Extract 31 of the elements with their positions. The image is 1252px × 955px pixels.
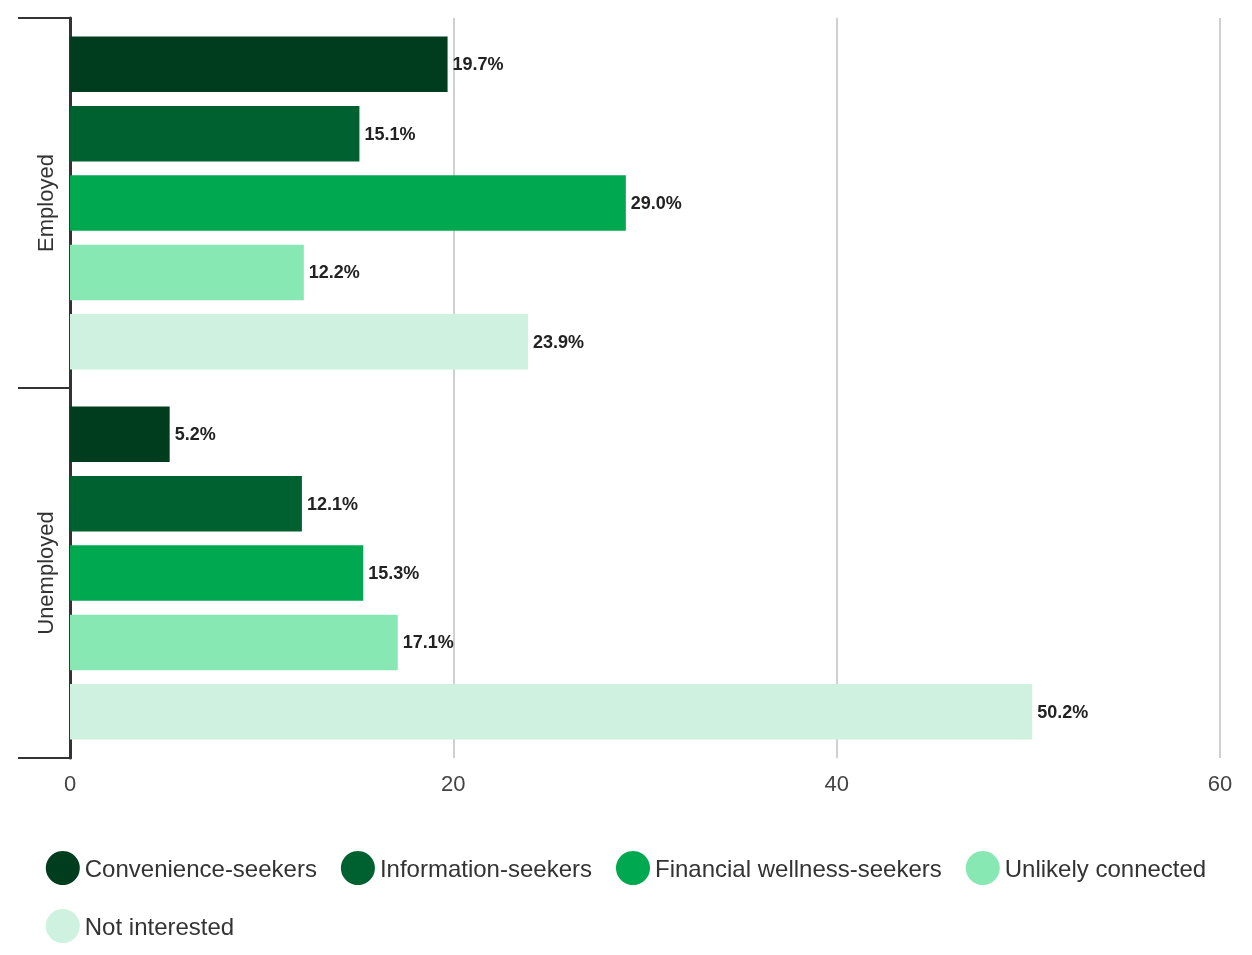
- bar: [70, 105, 360, 162]
- bar: [70, 684, 1033, 740]
- data-label: 12.2%: [308, 262, 360, 283]
- bar: [70, 314, 529, 370]
- legend-label: Information-seekers: [379, 854, 592, 882]
- bar: [70, 36, 448, 92]
- legend-label: Unlikely connected: [1004, 854, 1207, 882]
- data-label: 12.1%: [306, 493, 358, 514]
- y-tick-label: Employed: [32, 154, 58, 252]
- x-tick-label: 60: [1207, 770, 1233, 796]
- bar: [70, 475, 302, 532]
- data-label: 17.1%: [402, 632, 454, 653]
- bar: [70, 175, 626, 231]
- data-label: 15.1%: [364, 123, 416, 144]
- data-label: 50.2%: [1037, 701, 1089, 722]
- x-tick-label: 20: [441, 770, 466, 796]
- x-tick-label: 40: [824, 770, 849, 796]
- y-tick-label: Unemployed: [32, 511, 58, 635]
- bar: [70, 614, 398, 671]
- bar: [70, 545, 364, 601]
- legend-label: Financial wellness-seekers: [654, 854, 942, 882]
- bar: [70, 406, 170, 462]
- legend-label: Convenience-seekers: [84, 854, 317, 882]
- data-label: 19.7%: [452, 54, 504, 75]
- data-label: 5.2%: [174, 424, 216, 445]
- data-label: 29.0%: [630, 193, 682, 213]
- data-label: 23.9%: [533, 331, 585, 352]
- x-tick-label: 0: [63, 770, 77, 796]
- bar: [70, 244, 304, 301]
- legend-label: Not interested: [84, 912, 235, 940]
- data-label: 15.3%: [368, 563, 420, 583]
